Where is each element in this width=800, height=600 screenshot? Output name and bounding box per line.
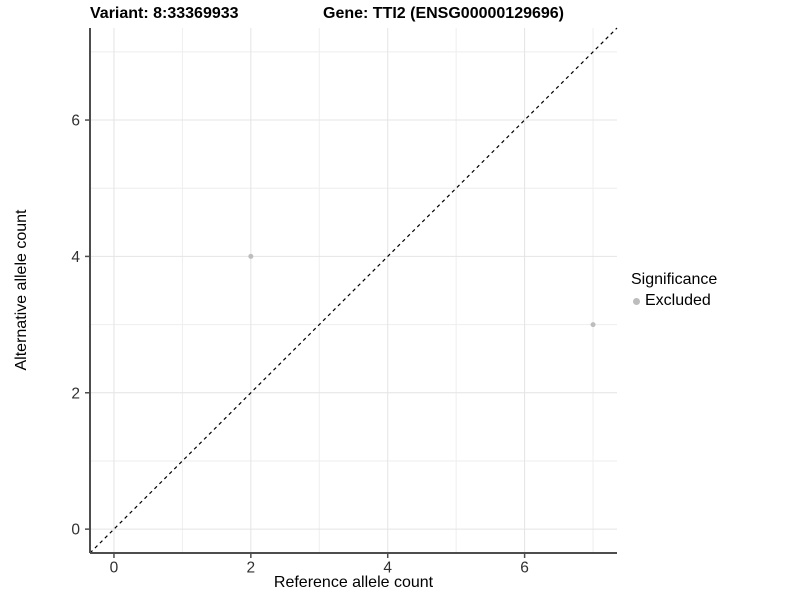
x-tick-label: 2: [247, 560, 256, 577]
x-tick-label: 6: [520, 560, 529, 577]
y-tick-label: 2: [71, 385, 80, 402]
plot-panel: 0 2 4 6 0 2 4 6: [71, 27, 618, 577]
x-tick-label: 0: [110, 560, 119, 577]
y-tick-label: 6: [71, 113, 80, 130]
identity-reference-line: [89, 27, 618, 554]
y-tick-label: 4: [71, 249, 80, 266]
x-tick-label: 4: [383, 560, 392, 577]
y-tick-label: 0: [71, 522, 80, 539]
legend-item-excluded: Excluded: [631, 292, 717, 310]
x-axis-title: Reference allele count: [273, 574, 434, 591]
legend-point-icon: [633, 297, 640, 305]
legend-title: Significance: [631, 271, 718, 288]
data-point: [248, 253, 254, 259]
data-point: [590, 322, 596, 328]
plot-title-variant: Variant: 8:33369933: [90, 5, 239, 22]
legend: Significance Excluded: [631, 271, 717, 310]
plot-title-gene: Gene: TTI2 (ENSG00000129696): [323, 5, 565, 22]
plot-canvas: 0 2 4 6 0 2 4 6: [71, 27, 618, 577]
y-axis-title: Alternative allele count: [13, 209, 30, 371]
legend-item-label: Excluded: [645, 292, 711, 309]
